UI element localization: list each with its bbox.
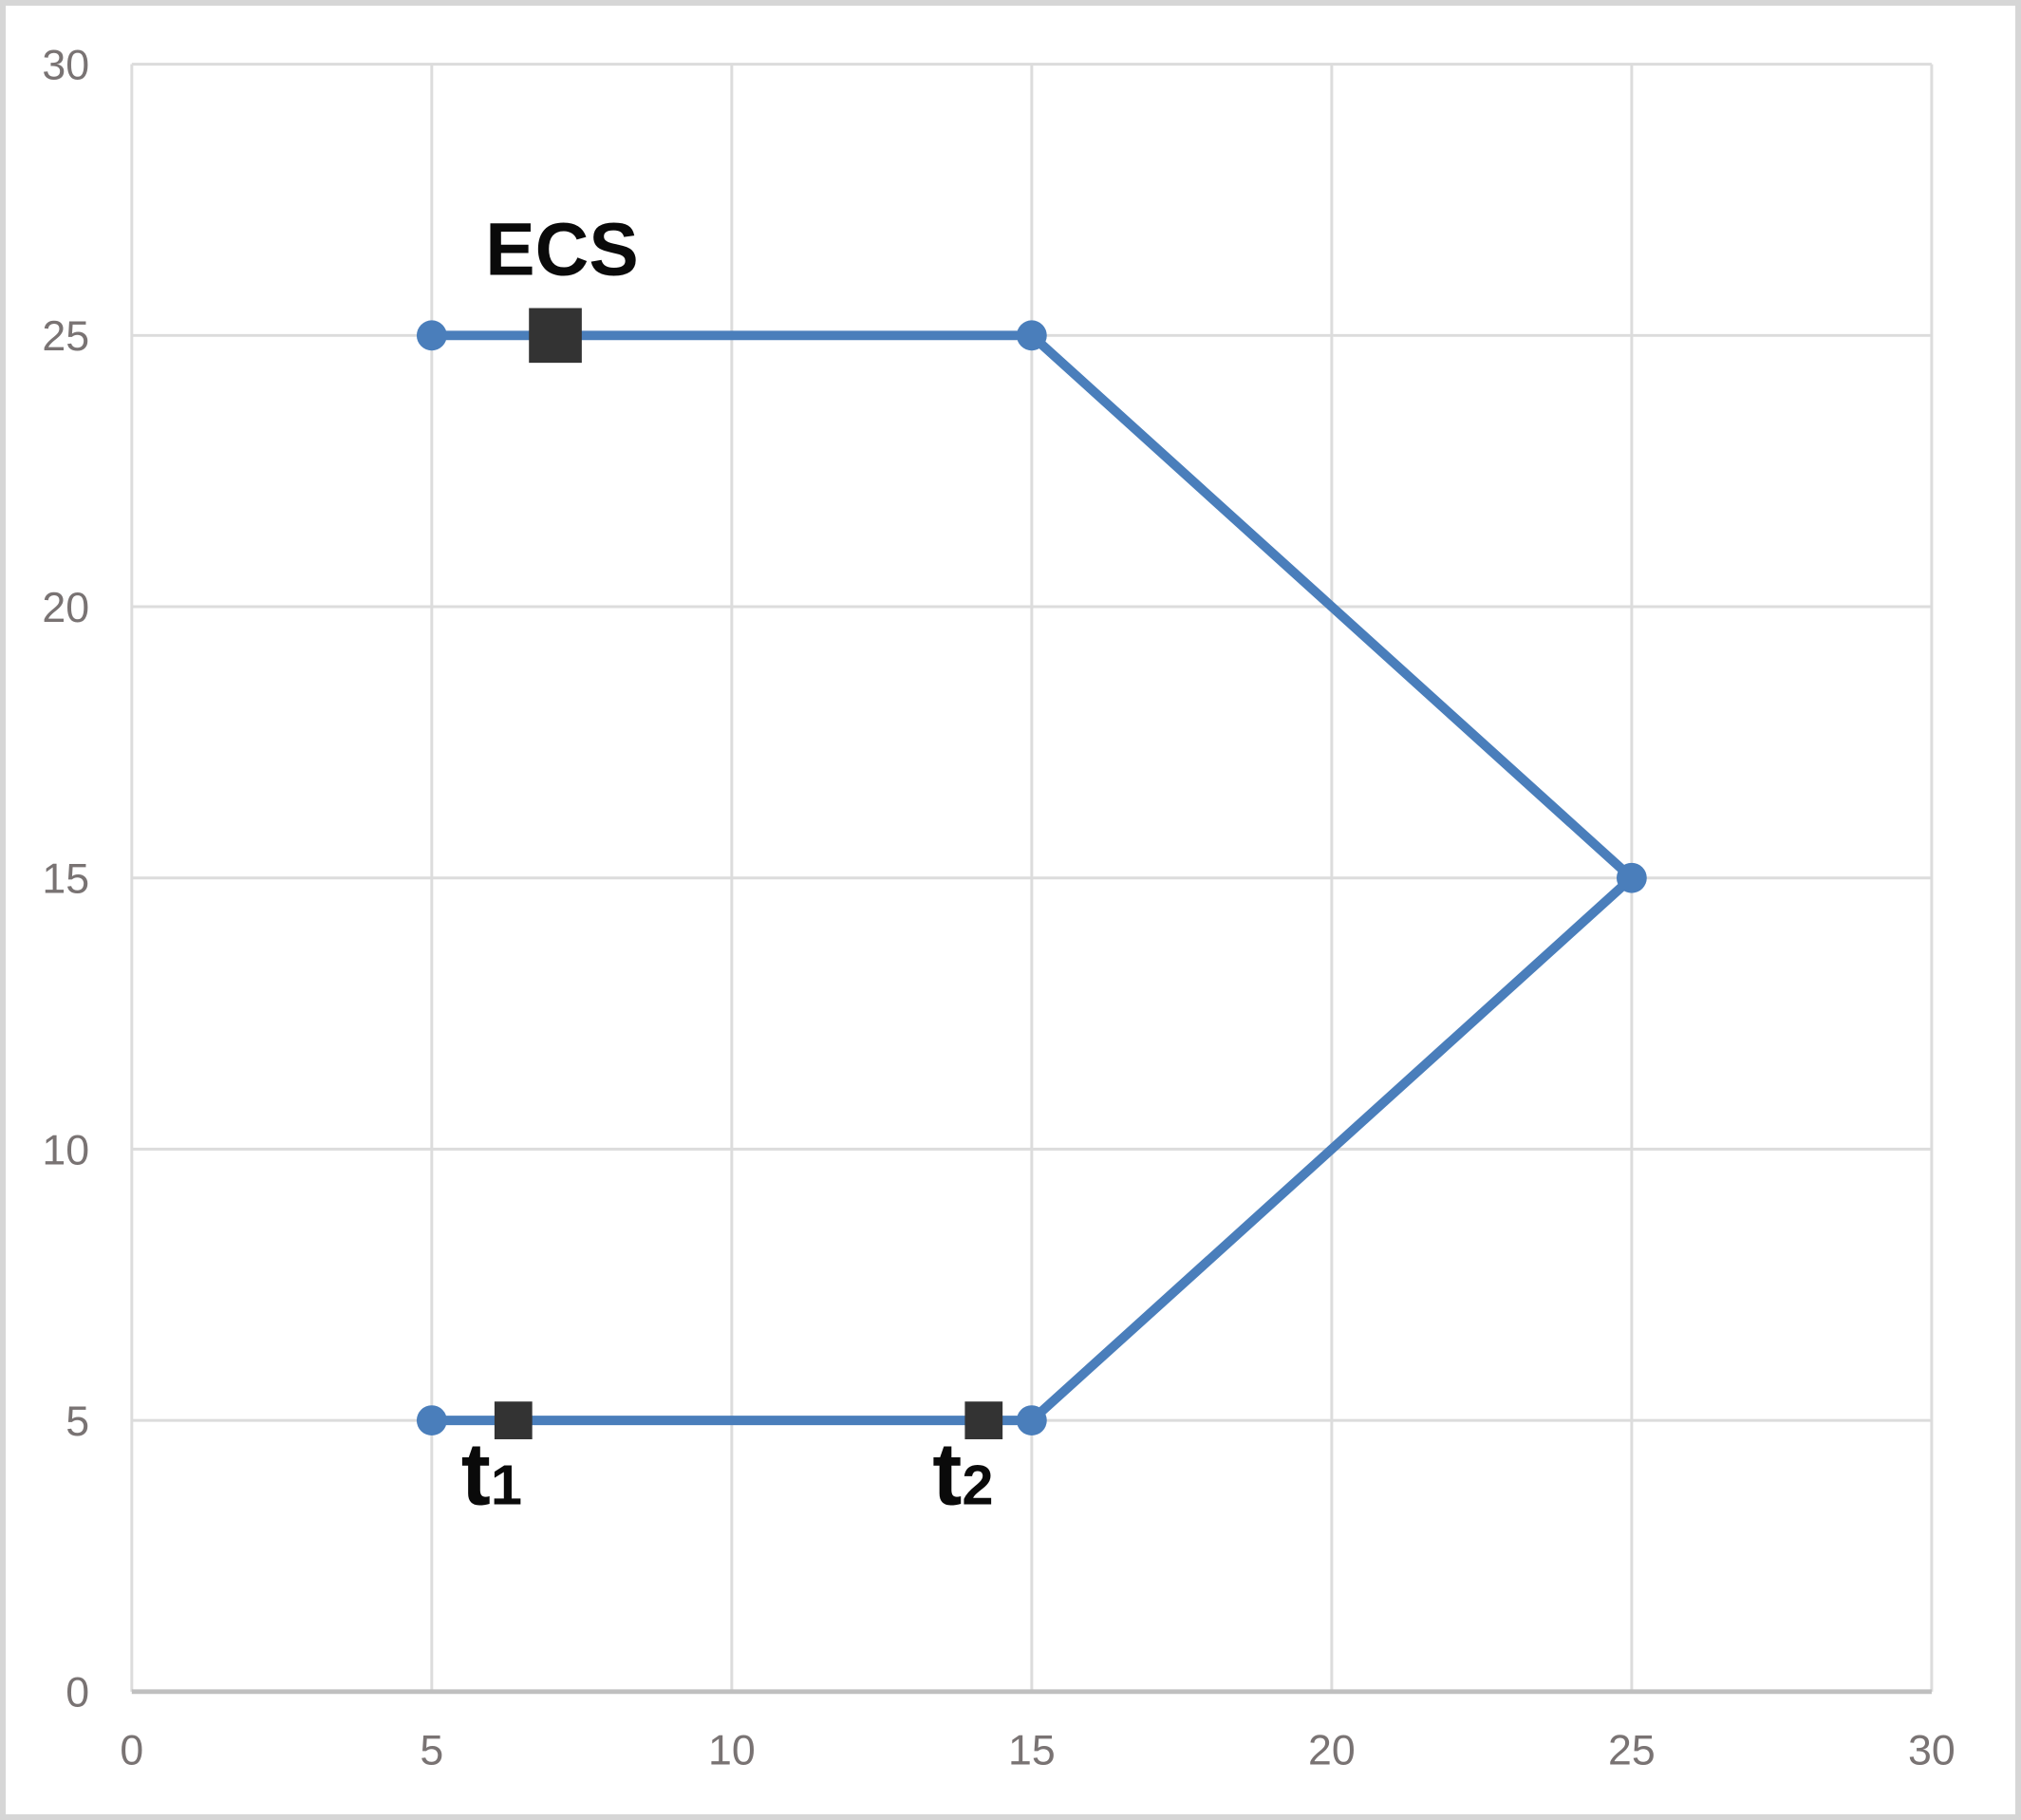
y-tick-label-25: 25 — [42, 313, 89, 360]
annotation-label-t1: t1 — [461, 1424, 522, 1524]
y-tick-label-0: 0 — [65, 1670, 89, 1717]
x-tick-label-20: 20 — [1308, 1727, 1356, 1773]
data-point-marker-0 — [416, 320, 447, 351]
annotation-square-t1 — [494, 1401, 533, 1439]
annotation-label-t2: t2 — [932, 1424, 993, 1524]
data-point-marker-3 — [1016, 1405, 1047, 1436]
y-tick-label-15: 15 — [42, 856, 89, 903]
y-tick-label-10: 10 — [42, 1127, 89, 1173]
annotation-square-t2 — [964, 1401, 1003, 1439]
x-tick-label-0: 0 — [120, 1727, 143, 1773]
gridlines — [130, 63, 1934, 1692]
annotation-label-main-t1: t — [461, 1424, 491, 1524]
x-tick-label-5: 5 — [420, 1727, 443, 1773]
x-tick-label-30: 30 — [1908, 1727, 1956, 1773]
y-tick-label-5: 5 — [65, 1398, 89, 1445]
annotation-label-sub-t1: 1 — [491, 1454, 522, 1517]
annotation-square-ecs — [529, 308, 582, 364]
data-series — [416, 320, 1647, 1436]
annotation-label-sub-t2: 2 — [962, 1454, 993, 1517]
data-point-marker-1 — [1016, 320, 1047, 351]
x-tick-label-25: 25 — [1608, 1727, 1656, 1773]
data-point-marker-4 — [416, 1405, 447, 1436]
y-tick-label-30: 30 — [42, 43, 89, 89]
annotation-label-main-t2: t — [932, 1424, 962, 1524]
annotation-label-main-ecs: ECS — [485, 208, 638, 291]
y-tick-label-20: 20 — [42, 585, 89, 631]
annotation-label-ecs: ECS — [485, 208, 638, 291]
x-tick-label-15: 15 — [1008, 1727, 1056, 1773]
data-point-marker-2 — [1616, 862, 1647, 893]
tick-labels: 0 5 10 15 20 25 30 0 5 10 15 20 25 30 — [42, 43, 1955, 1774]
x-tick-label-10: 10 — [708, 1727, 756, 1773]
